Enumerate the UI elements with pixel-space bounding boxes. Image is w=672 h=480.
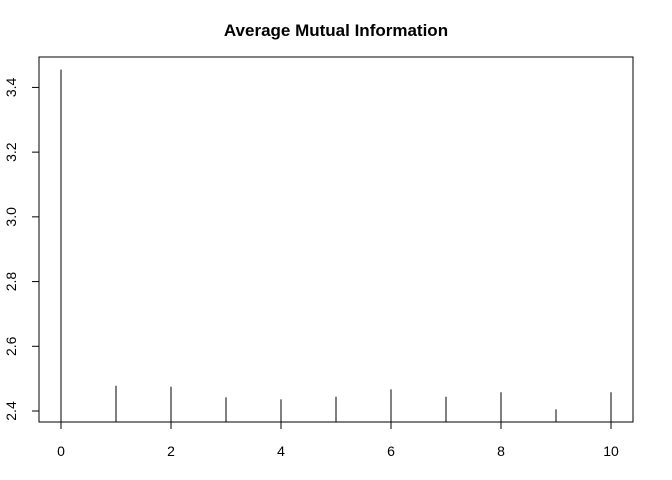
y-tick-label: 2.8 (3, 272, 19, 292)
x-tick-label: 8 (497, 443, 505, 459)
x-tick-label: 4 (277, 443, 285, 459)
y-axis: 2.4 2.6 2.8 3.0 3.2 3.4 (3, 77, 40, 421)
y-tick-label: 3.4 (3, 77, 19, 97)
x-tick-label: 0 (57, 443, 65, 459)
y-tick-label: 2.4 (3, 401, 19, 421)
bars (60, 69, 612, 422)
y-tick-label: 3.2 (3, 142, 19, 162)
chart-title: Average Mutual Information (224, 21, 448, 40)
x-axis: 0 2 4 6 8 10 (57, 421, 619, 459)
x-tick-label: 6 (387, 443, 395, 459)
y-tick-label: 3.0 (3, 207, 19, 227)
plot-frame (38, 56, 634, 423)
x-tick-label: 2 (167, 443, 175, 459)
y-tick-label: 2.6 (3, 336, 19, 356)
x-tick-label: 10 (603, 443, 619, 459)
